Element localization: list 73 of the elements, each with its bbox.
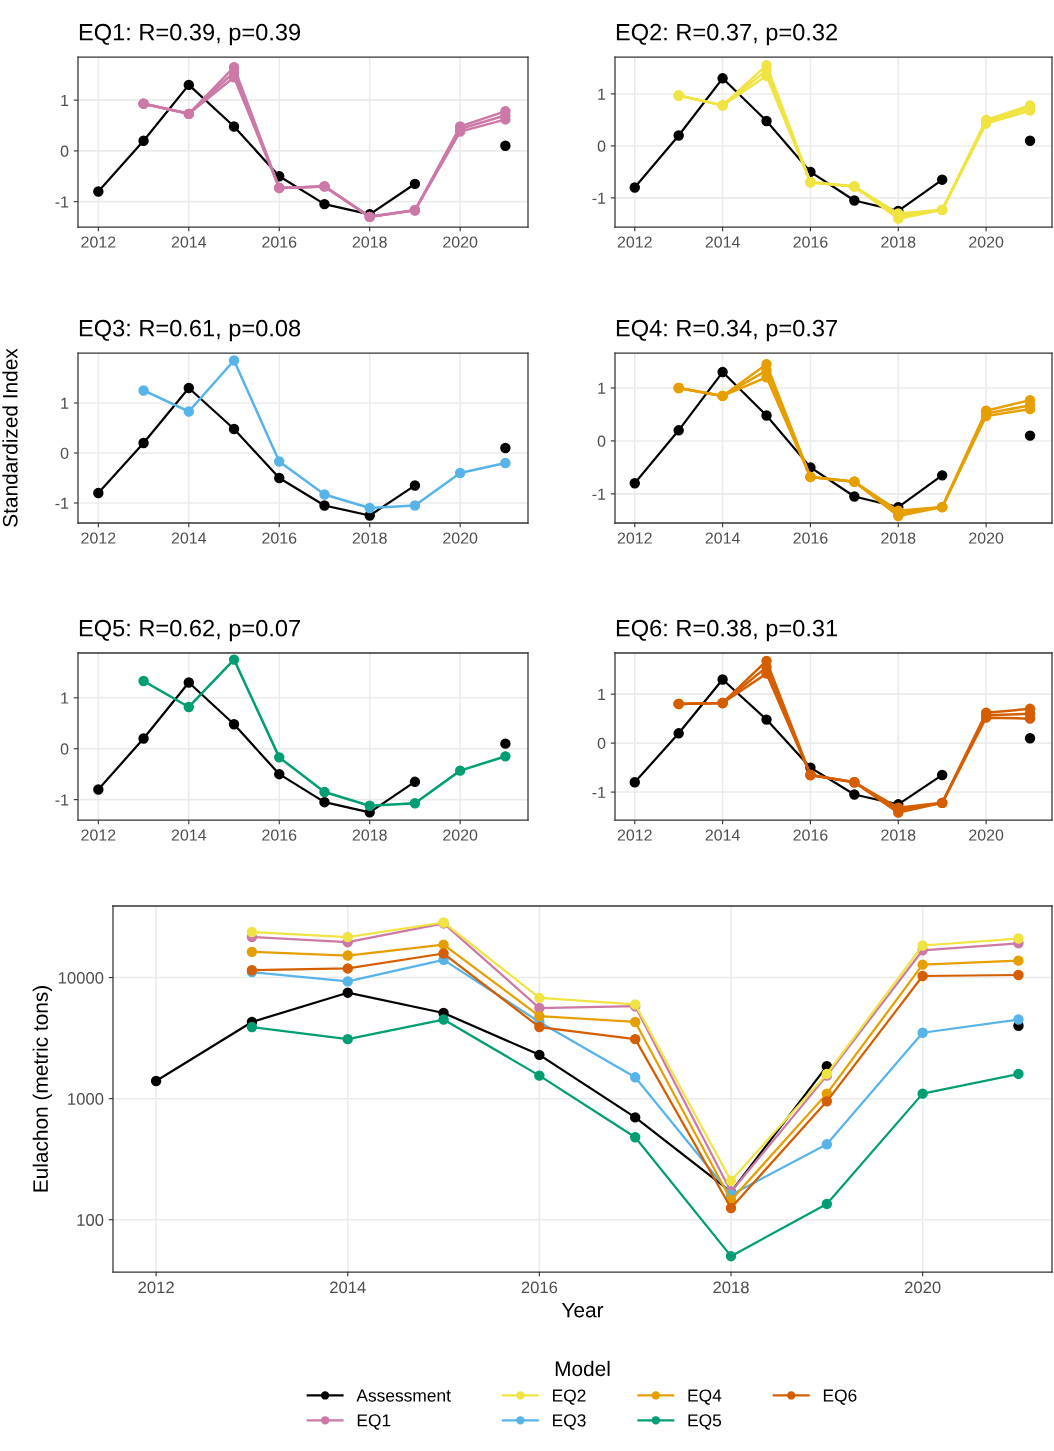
x-tick-label: 2014 (705, 532, 740, 544)
x-tick-label: 2020 (443, 532, 478, 544)
x-tick-label: 2018 (881, 829, 916, 841)
y-tick-label: 10000 (58, 971, 104, 984)
y-tick-label: 0 (597, 737, 606, 750)
x-tick-label: 2018 (352, 236, 387, 248)
y-tick-label: 1 (598, 88, 606, 100)
x-tick-label: 2016 (262, 532, 297, 544)
y-tick-label: -1 (592, 192, 606, 204)
y-tick-label: -1 (55, 794, 69, 806)
x-tick-label: 2016 (793, 829, 828, 841)
x-tick-label: 2020 (443, 829, 478, 841)
x-tick-label: 2020 (969, 532, 1004, 544)
x-tick-label: 2020 (969, 829, 1004, 841)
x-tick-label: 2014 (171, 829, 207, 841)
x-tick-label: 2014 (330, 1281, 366, 1294)
y-tick-label: 1 (598, 688, 606, 700)
y-axis-title: Eulachon (metric tons) (32, 986, 53, 1192)
legend-label: EQ1 (357, 1414, 391, 1430)
legend-label: EQ3 (553, 1414, 586, 1430)
x-tick-label: 2014 (705, 829, 740, 841)
x-tick-label: 2014 (705, 236, 740, 248)
y-tick-label: 0 (597, 140, 606, 152)
y-tick-label: 1000 (68, 1093, 104, 1105)
legend-label: EQ6 (823, 1389, 857, 1405)
x-tick-label: 2012 (617, 532, 652, 544)
y-tick-label: -1 (55, 196, 69, 208)
y-tick-label: -1 (592, 786, 606, 798)
x-tick-label: 2016 (793, 236, 828, 248)
chart-title: EQ4: R=0.34, p=0.37 (616, 319, 837, 342)
x-tick-label: 2020 (969, 236, 1004, 248)
x-axis-title: Year (561, 1302, 604, 1318)
legend-label: EQ2 (553, 1389, 586, 1405)
y-tick-label: 0 (60, 447, 69, 459)
x-tick-label: 2012 (81, 236, 116, 248)
y-tick-label: 1 (61, 692, 69, 704)
x-tick-label: 2016 (262, 236, 297, 248)
x-tick-label: 2020 (443, 236, 478, 248)
y-tick-label: -1 (592, 488, 606, 500)
x-tick-label: 2012 (81, 532, 116, 544)
x-tick-label: 2020 (904, 1281, 941, 1294)
x-tick-label: 2012 (138, 1281, 174, 1294)
x-tick-label: 2018 (881, 532, 916, 544)
y-tick-label: 1 (61, 94, 69, 106)
legend-label: EQ4 (688, 1389, 722, 1405)
x-tick-label: 2012 (617, 829, 652, 841)
x-tick-label: 2018 (352, 532, 387, 544)
x-tick-label: 2012 (81, 829, 116, 841)
y-tick-label: 0 (60, 743, 69, 755)
y-tick-label: 1 (61, 397, 69, 409)
y-tick-label: 100 (77, 1214, 104, 1226)
x-tick-label: 2016 (262, 829, 297, 841)
y-tick-label: -1 (55, 497, 69, 509)
legend-label: EQ5 (688, 1414, 722, 1430)
chart-title: EQ1: R=0.39, p=0.39 (79, 23, 301, 46)
x-tick-label: 2012 (617, 236, 652, 248)
y-tick-label: 1 (598, 382, 606, 394)
chart-title: EQ6: R=0.38, p=0.31 (616, 619, 837, 642)
y-tick-label: 0 (60, 145, 69, 157)
x-tick-label: 2018 (713, 1281, 749, 1294)
x-tick-label: 2018 (881, 236, 916, 248)
chart-title: EQ3: R=0.61, p=0.08 (79, 319, 301, 342)
x-tick-label: 2014 (171, 236, 207, 248)
legend-label: Assessment (356, 1389, 451, 1402)
chart-title: EQ5: R=0.62, p=0.07 (79, 619, 300, 642)
chart-title: EQ2: R=0.37, p=0.32 (616, 23, 837, 46)
x-tick-label: 2016 (793, 532, 828, 544)
x-tick-label: 2014 (171, 532, 207, 544)
y-tick-label: 0 (597, 435, 606, 447)
x-tick-label: 2016 (521, 1281, 558, 1294)
y-axis-title: Standardized Index (2, 348, 18, 527)
x-tick-label: 2018 (352, 829, 387, 841)
legend-title: Model (555, 1360, 610, 1377)
